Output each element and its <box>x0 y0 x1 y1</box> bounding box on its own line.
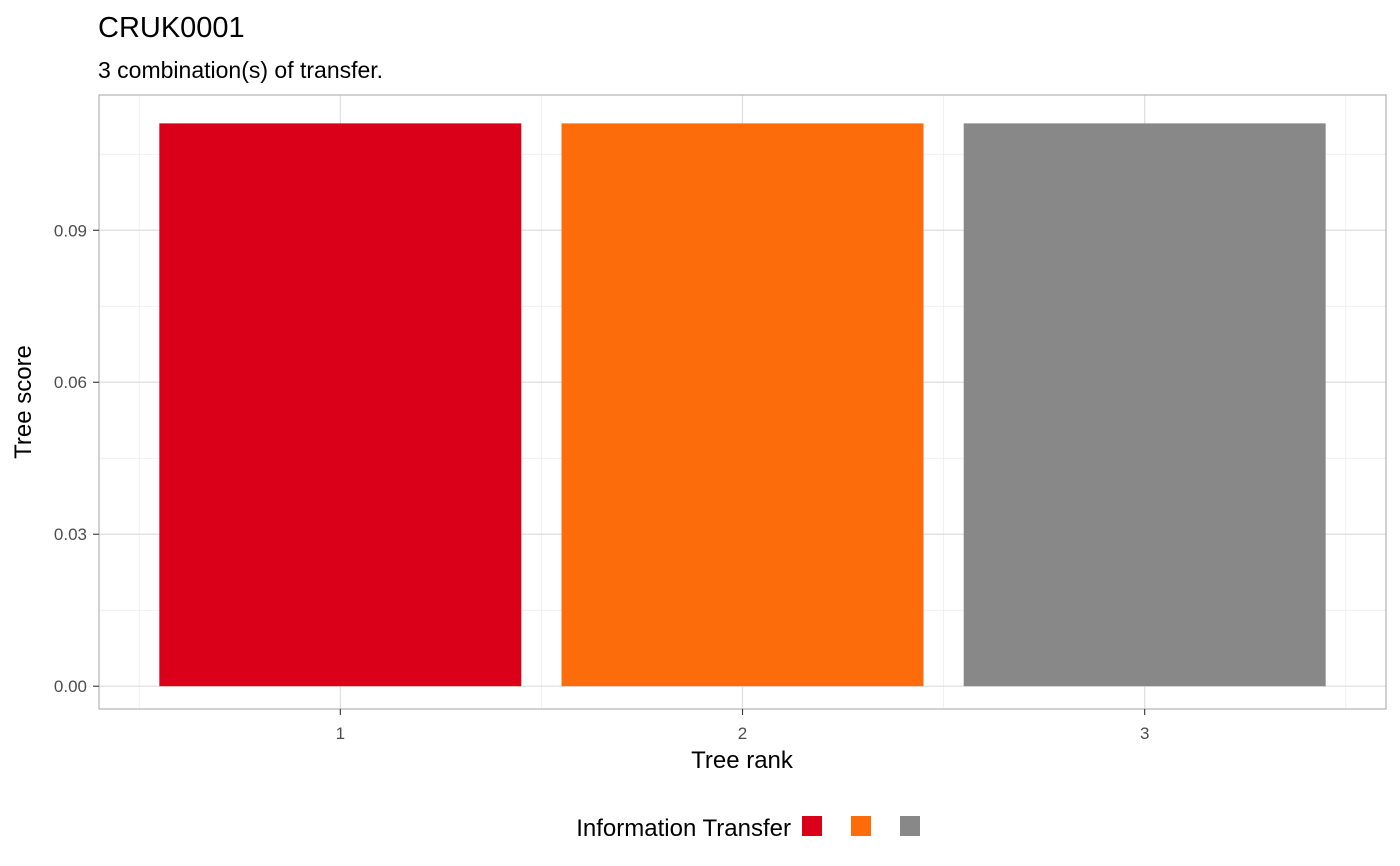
legend: Information Transfer <box>576 815 920 842</box>
legend-key-3 <box>900 816 920 836</box>
legend-key-2 <box>851 816 871 836</box>
x-tick-label: 2 <box>738 724 747 743</box>
y-tick-label: 0.00 <box>54 677 87 696</box>
bar-3 <box>963 123 1326 687</box>
x-axis-title: Tree rank <box>691 747 794 774</box>
legend-key-1 <box>802 816 822 836</box>
bars <box>159 123 1326 687</box>
bar-1 <box>159 123 522 687</box>
legend-title: Information Transfer <box>576 815 791 842</box>
y-axis: 0.00 0.03 0.06 0.09 <box>54 221 99 696</box>
y-tick-label: 0.06 <box>54 373 87 392</box>
chart-title: CRUK0001 <box>98 12 245 44</box>
y-tick-label: 0.03 <box>54 525 87 544</box>
chart-subtitle: 3 combination(s) of transfer. <box>98 57 383 83</box>
x-axis: 1 2 3 <box>336 709 1149 743</box>
y-axis-title: Tree score <box>10 345 37 459</box>
y-tick-label: 0.09 <box>54 221 87 240</box>
x-tick-label: 3 <box>1140 724 1149 743</box>
bar-2 <box>561 123 924 687</box>
x-tick-label: 1 <box>336 724 345 743</box>
